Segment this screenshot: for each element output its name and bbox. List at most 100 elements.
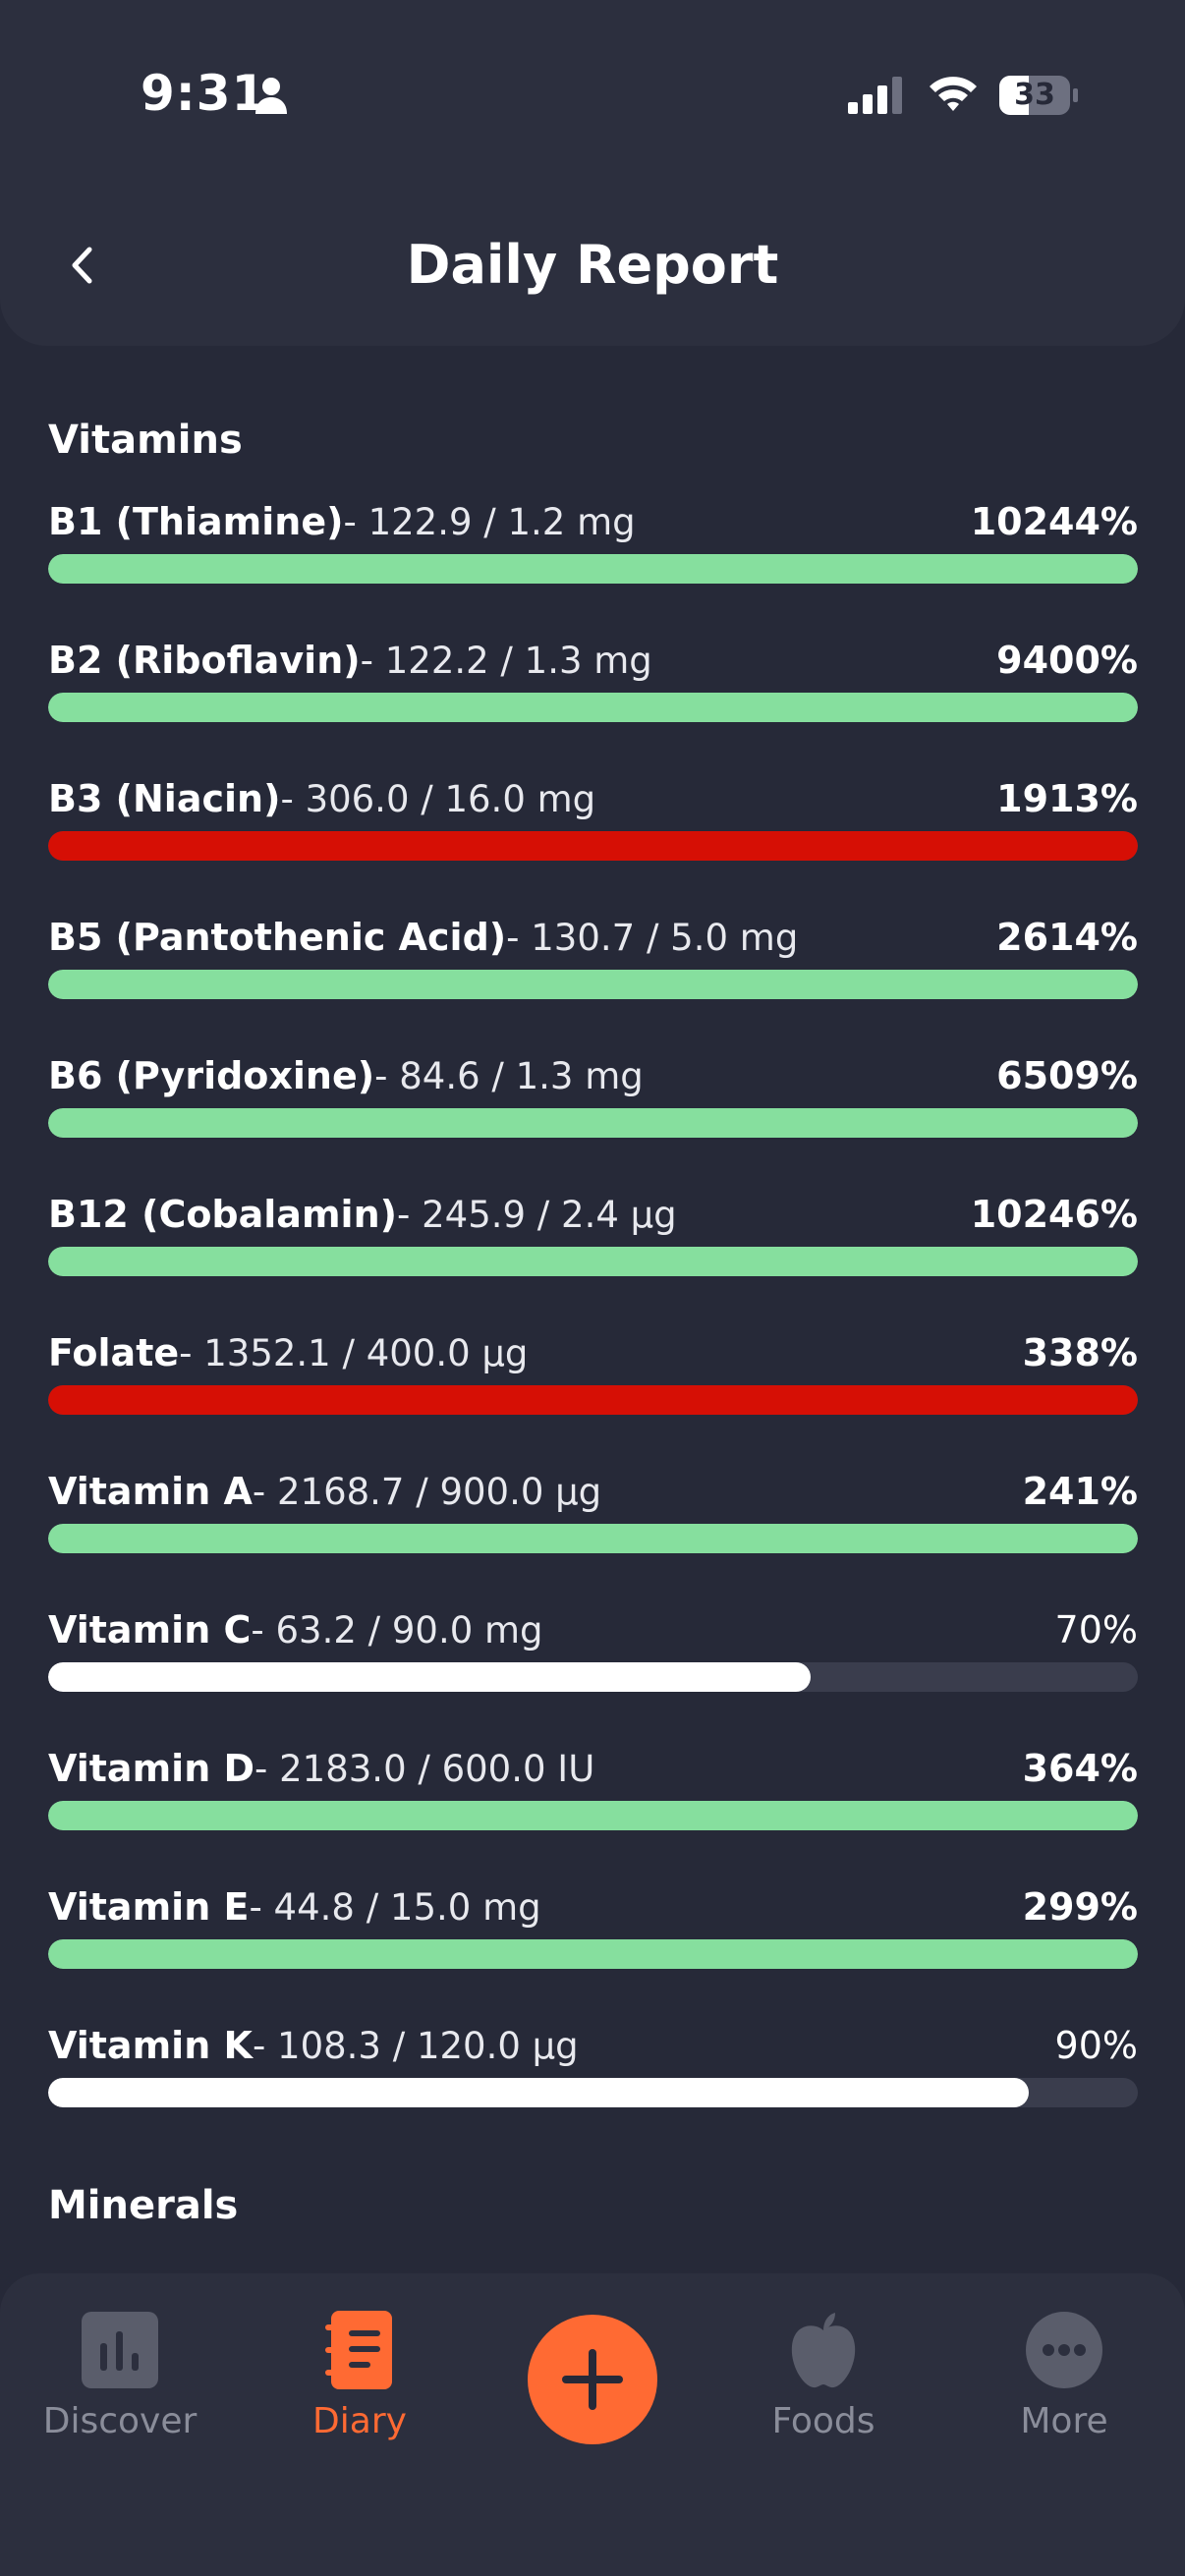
nutrient-name: Vitamin A <box>48 1470 253 1513</box>
page-title: Daily Report <box>406 234 779 296</box>
nutrient-row: Vitamin E- 44.8 / 15.0 mg 299% <box>48 1882 1138 1981</box>
section-title-minerals: Minerals <box>48 2183 239 2228</box>
nutrient-name: Vitamin K <box>48 2024 253 2067</box>
nutrient-name: B3 (Niacin) <box>48 777 281 820</box>
nutrient-row: B6 (Pyridoxine)- 84.6 / 1.3 mg 6509% <box>48 1051 1138 1149</box>
nutrient-amount: - 122.2 / 1.3 mg <box>360 640 652 682</box>
nutrient-row: Vitamin D- 2183.0 / 600.0 IU 364% <box>48 1744 1138 1842</box>
nutrient-amount: - 306.0 / 16.0 mg <box>280 778 596 820</box>
nutrient-percent: 6509% <box>996 1054 1138 1097</box>
progress-bar-fill <box>48 1939 1138 1969</box>
nav-more[interactable]: More <box>966 2311 1162 2468</box>
bottom-nav: Discover Diary Foods <box>0 2273 1185 2576</box>
progress-bar-track <box>48 1385 1138 1415</box>
nutrient-label: Vitamin D- 2183.0 / 600.0 IU <box>48 1744 594 1793</box>
progress-bar-fill <box>48 1385 1138 1415</box>
nav-discover[interactable]: Discover <box>22 2311 218 2468</box>
nutrient-name: B1 (Thiamine) <box>48 500 344 543</box>
nutrient-label: Vitamin K- 108.3 / 120.0 µg <box>48 2021 579 2070</box>
nutrient-label: B1 (Thiamine)- 122.9 / 1.2 mg <box>48 497 636 546</box>
plus-icon <box>562 2349 623 2410</box>
nutrient-percent: 70% <box>1054 1608 1138 1652</box>
nutrient-percent: 90% <box>1054 2024 1138 2067</box>
more-icon <box>1025 2311 1103 2389</box>
nutrient-label: Vitamin A- 2168.7 / 900.0 µg <box>48 1467 601 1516</box>
nutrient-label: Vitamin C- 63.2 / 90.0 mg <box>48 1605 543 1654</box>
apple-icon <box>784 2311 863 2389</box>
nutrient-row: B5 (Pantothenic Acid)- 130.7 / 5.0 mg 261… <box>48 913 1138 1011</box>
progress-bar-track <box>48 1939 1138 1969</box>
nav-discover-label: Discover <box>42 2401 198 2441</box>
nutrient-row: Vitamin K- 108.3 / 120.0 µg 90% <box>48 2021 1138 2119</box>
progress-bar-fill <box>48 2078 1030 2107</box>
cellular-signal-icon <box>848 77 903 118</box>
nutrient-percent: 338% <box>1022 1331 1138 1374</box>
progress-bar-fill <box>48 1801 1138 1830</box>
progress-bar-fill <box>48 693 1138 722</box>
nutrient-row: B2 (Riboflavin)- 122.2 / 1.3 mg 9400% <box>48 636 1138 734</box>
nav-diary-label: Diary <box>312 2401 407 2441</box>
nutrient-label: B5 (Pantothenic Acid)- 130.7 / 5.0 mg <box>48 913 798 962</box>
nutrient-percent: 2614% <box>996 916 1138 959</box>
progress-bar-track <box>48 554 1138 584</box>
nutrient-name: Vitamin D <box>48 1747 255 1790</box>
nutrient-name: B5 (Pantothenic Acid) <box>48 916 507 959</box>
nutrient-percent: 10244% <box>970 500 1138 543</box>
progress-bar-track <box>48 693 1138 722</box>
nav-more-label: More <box>1020 2401 1108 2441</box>
nutrient-amount: - 84.6 / 1.3 mg <box>374 1055 644 1097</box>
nutrient-name: B12 (Cobalamin) <box>48 1193 397 1236</box>
progress-bar-track <box>48 1524 1138 1553</box>
nutrient-percent: 1913% <box>996 777 1138 820</box>
person-icon <box>254 77 288 120</box>
nutrient-name: Vitamin C <box>48 1608 252 1652</box>
nutrient-amount: - 44.8 / 15.0 mg <box>249 1886 541 1929</box>
back-button[interactable] <box>57 236 106 295</box>
chart-icon <box>81 2311 159 2389</box>
progress-bar-track <box>48 1662 1138 1692</box>
progress-bar-track <box>48 1801 1138 1830</box>
progress-bar-track <box>48 2078 1138 2107</box>
nutrient-amount: - 130.7 / 5.0 mg <box>506 917 799 959</box>
chevron-left-icon <box>72 247 92 284</box>
nutrient-label: B12 (Cobalamin)- 245.9 / 2.4 µg <box>48 1190 677 1239</box>
progress-bar-fill <box>48 831 1138 861</box>
nutrient-label: B3 (Niacin)- 306.0 / 16.0 mg <box>48 774 595 823</box>
progress-bar-track <box>48 1247 1138 1276</box>
add-button[interactable] <box>528 2315 657 2444</box>
nutrient-amount: - 108.3 / 120.0 µg <box>252 2025 579 2067</box>
nutrient-amount: - 1352.1 / 400.0 µg <box>179 1332 529 1374</box>
nutrient-amount: - 2183.0 / 600.0 IU <box>254 1748 595 1790</box>
progress-bar-track <box>48 1108 1138 1138</box>
battery-level: 33 <box>1014 78 1055 112</box>
nutrient-name: B2 (Riboflavin) <box>48 639 361 682</box>
nutrient-amount: - 63.2 / 90.0 mg <box>251 1609 543 1652</box>
nutrient-label: Vitamin E- 44.8 / 15.0 mg <box>48 1882 541 1932</box>
nutrient-percent: 241% <box>1022 1470 1138 1513</box>
nav-foods[interactable]: Foods <box>725 2311 922 2468</box>
nutrient-label: Folate- 1352.1 / 400.0 µg <box>48 1328 528 1377</box>
progress-bar-fill <box>48 1524 1138 1553</box>
section-title-vitamins: Vitamins <box>48 418 243 463</box>
nutrient-name: Folate <box>48 1331 180 1374</box>
status-time: 9:31 <box>141 65 267 122</box>
nutrient-row: B3 (Niacin)- 306.0 / 16.0 mg 1913% <box>48 774 1138 872</box>
progress-bar-fill <box>48 1662 812 1692</box>
nutrient-percent: 9400% <box>996 639 1138 682</box>
nutrient-row: Vitamin A- 2168.7 / 900.0 µg 241% <box>48 1467 1138 1565</box>
wifi-icon <box>928 73 979 118</box>
diary-icon <box>320 2311 399 2389</box>
nutrient-amount: - 2168.7 / 900.0 µg <box>252 1471 602 1513</box>
nutrient-percent: 299% <box>1022 1885 1138 1929</box>
header-bar: 9:31 33 Daily Re <box>0 0 1185 346</box>
nutrient-row: Vitamin C- 63.2 / 90.0 mg 70% <box>48 1605 1138 1704</box>
nutrient-label: B6 (Pyridoxine)- 84.6 / 1.3 mg <box>48 1051 644 1100</box>
nutrient-label: B2 (Riboflavin)- 122.2 / 1.3 mg <box>48 636 652 685</box>
battery-icon: 33 <box>998 75 1079 120</box>
progress-bar-fill <box>48 1108 1138 1138</box>
nav-diary[interactable]: Diary <box>261 2311 458 2468</box>
progress-bar-fill <box>48 1247 1138 1276</box>
nutrient-name: Vitamin E <box>48 1885 250 1929</box>
nutrient-amount: - 122.9 / 1.2 mg <box>343 501 636 543</box>
progress-bar-fill <box>48 970 1138 999</box>
